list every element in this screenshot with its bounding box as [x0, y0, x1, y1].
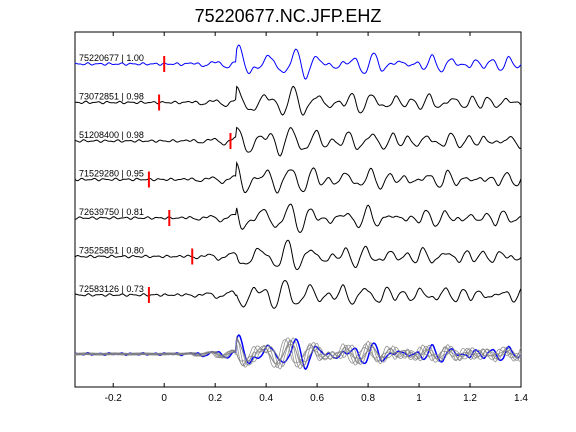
trace-label: 72583126 | 0.73 — [79, 284, 144, 294]
trace-label: 75220677 | 1.00 — [79, 53, 144, 63]
trace-label: 73525851 | 0.80 — [79, 246, 144, 256]
x-tick-label: 0.2 — [208, 393, 222, 404]
x-tick-label: 0.6 — [310, 393, 324, 404]
trace-0 — [74, 44, 522, 80]
trace-label: 72639750 | 0.81 — [79, 207, 144, 217]
x-tick-label: 1.4 — [514, 393, 528, 404]
x-tick-label: 0.4 — [259, 393, 273, 404]
trace-label: 73072851 | 0.98 — [79, 92, 144, 102]
x-tick-label: 0.8 — [361, 393, 375, 404]
trace-label: 51208400 | 0.98 — [79, 130, 144, 140]
trace-label: 71529280 | 0.95 — [79, 169, 144, 179]
x-tick-label: 0 — [161, 393, 167, 404]
x-tick-label: 1 — [416, 393, 422, 404]
stack-trace-6 — [74, 339, 522, 368]
stack-trace-3 — [74, 335, 522, 368]
chart-title: 75220677.NC.JFP.EHZ — [194, 6, 382, 26]
x-tick-label: -0.2 — [105, 393, 123, 404]
axes-frame — [74, 31, 522, 388]
x-tick-label: 1.2 — [463, 393, 477, 404]
trace-2 — [74, 126, 522, 157]
trace-5 — [74, 239, 522, 271]
trace-4 — [74, 203, 522, 234]
trace-1 — [74, 85, 522, 116]
